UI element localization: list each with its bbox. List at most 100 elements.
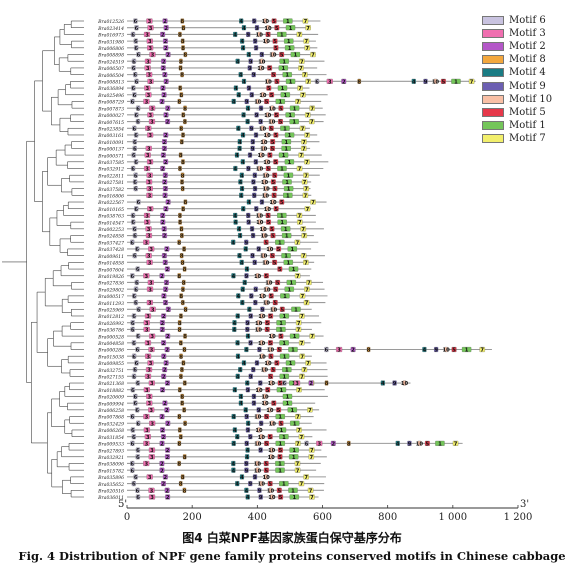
motif-number: 8	[179, 354, 183, 360]
motif-number: 6	[132, 435, 136, 441]
motif-number: 9	[259, 448, 263, 454]
motif-block	[182, 266, 187, 272]
motif-number: 7	[299, 66, 303, 72]
motif-number: 9	[252, 193, 256, 199]
motif-number: 4	[242, 361, 246, 367]
motif-number: 7	[301, 126, 305, 132]
motif-block	[280, 125, 290, 131]
motif-block	[233, 85, 238, 91]
motif-number: 3	[144, 462, 148, 468]
motif-number: 9	[248, 153, 252, 159]
motif-block	[240, 286, 245, 292]
motif-number: 1	[282, 314, 286, 320]
motif-number: 6	[132, 341, 136, 347]
motif-number: 5	[274, 133, 278, 139]
motif-number: 9	[255, 361, 259, 367]
motif-number: 5	[267, 86, 271, 92]
motif-number: 7	[304, 475, 308, 481]
motif-number: 1	[287, 39, 291, 45]
legend-label: Motif 4	[509, 67, 546, 79]
motif-number: 1	[282, 435, 286, 441]
motif-number: 1	[285, 140, 289, 146]
motif-number: 9	[250, 126, 254, 132]
motif-number: 2	[163, 73, 167, 79]
motif-number: 5	[277, 488, 281, 494]
gene-label: Bra027836	[97, 281, 124, 287]
legend-swatch	[482, 29, 504, 39]
legend-item: Motif 5	[482, 106, 574, 119]
motif-number: 3	[148, 160, 152, 166]
motif-number: 3	[149, 79, 153, 85]
motif-number: 6	[132, 59, 136, 65]
motif-number: 10	[269, 421, 277, 427]
motif-block	[290, 51, 301, 58]
motif-number: 1	[282, 59, 286, 65]
motif-block	[147, 78, 154, 84]
motif-number: 8	[181, 133, 185, 139]
motif-number: 9	[259, 421, 263, 427]
motif-block	[177, 98, 182, 104]
motif-number: 6	[133, 146, 137, 152]
legend-label: Motif 7	[509, 132, 546, 144]
motif-block	[264, 300, 269, 306]
motif-number: 6	[132, 66, 136, 72]
motif-block	[134, 45, 139, 51]
motif-number: 6	[133, 140, 137, 146]
motif-block	[161, 253, 167, 259]
motif-block	[278, 65, 289, 71]
motif-block	[238, 179, 243, 185]
motif-number: 5	[265, 415, 269, 421]
motif-block	[252, 18, 257, 24]
gene-label: Bra031980	[97, 39, 124, 45]
motif-number: 10	[268, 334, 276, 340]
motif-block	[147, 112, 154, 118]
motif-number: 7	[306, 26, 310, 32]
motif-block	[163, 286, 169, 292]
motif-number: 9	[250, 294, 254, 300]
motif-block	[246, 199, 251, 205]
motif-block	[251, 179, 256, 185]
motif-block	[309, 105, 315, 111]
motif-number: 5	[278, 267, 282, 273]
motif-number: 10	[261, 234, 269, 240]
motif-block	[300, 253, 307, 259]
gene-label: Bra031854	[97, 435, 124, 441]
legend-item: Motif 10	[482, 93, 574, 106]
motif-number: 8	[183, 106, 187, 112]
motif-number: 6	[134, 301, 138, 307]
motif-number: 6	[130, 274, 134, 280]
gene-label: Bra018882	[97, 388, 124, 394]
motif-number: 7	[300, 314, 304, 320]
motif-number: 7	[296, 274, 300, 280]
motif-block	[270, 145, 275, 151]
motif-block	[145, 253, 152, 259]
motif-number: 3	[148, 287, 152, 293]
motif-block	[276, 246, 282, 252]
motif-number: 4	[244, 247, 248, 253]
motif-block	[133, 300, 138, 306]
motif-block	[130, 165, 136, 172]
motif-number: 1	[454, 79, 458, 85]
motif-number: 3	[148, 173, 152, 179]
motif-number: 3	[147, 227, 151, 233]
motif-number: 5	[265, 274, 269, 280]
motif-number: 3	[146, 126, 150, 132]
motif-block	[246, 165, 251, 172]
motif-block	[275, 239, 285, 245]
motif-number: 10	[254, 100, 262, 106]
motif-number: 1	[278, 468, 282, 474]
motif-block	[240, 45, 246, 51]
motif-number: 9	[255, 113, 259, 119]
motif-block	[243, 246, 248, 252]
gene-label: Bra007873	[97, 106, 124, 112]
motif-number: 3	[147, 73, 151, 79]
gene-label: Bra037428	[97, 247, 124, 253]
motif-number: 7	[307, 281, 311, 287]
motif-block	[267, 152, 273, 158]
motif-number: 7	[302, 234, 306, 240]
motif-number: 4	[241, 160, 245, 166]
motif-number: 1	[294, 307, 298, 313]
motif-number: 8	[179, 294, 183, 300]
gene-label: Bra016973	[97, 33, 124, 39]
motif-number: 2	[342, 79, 346, 85]
